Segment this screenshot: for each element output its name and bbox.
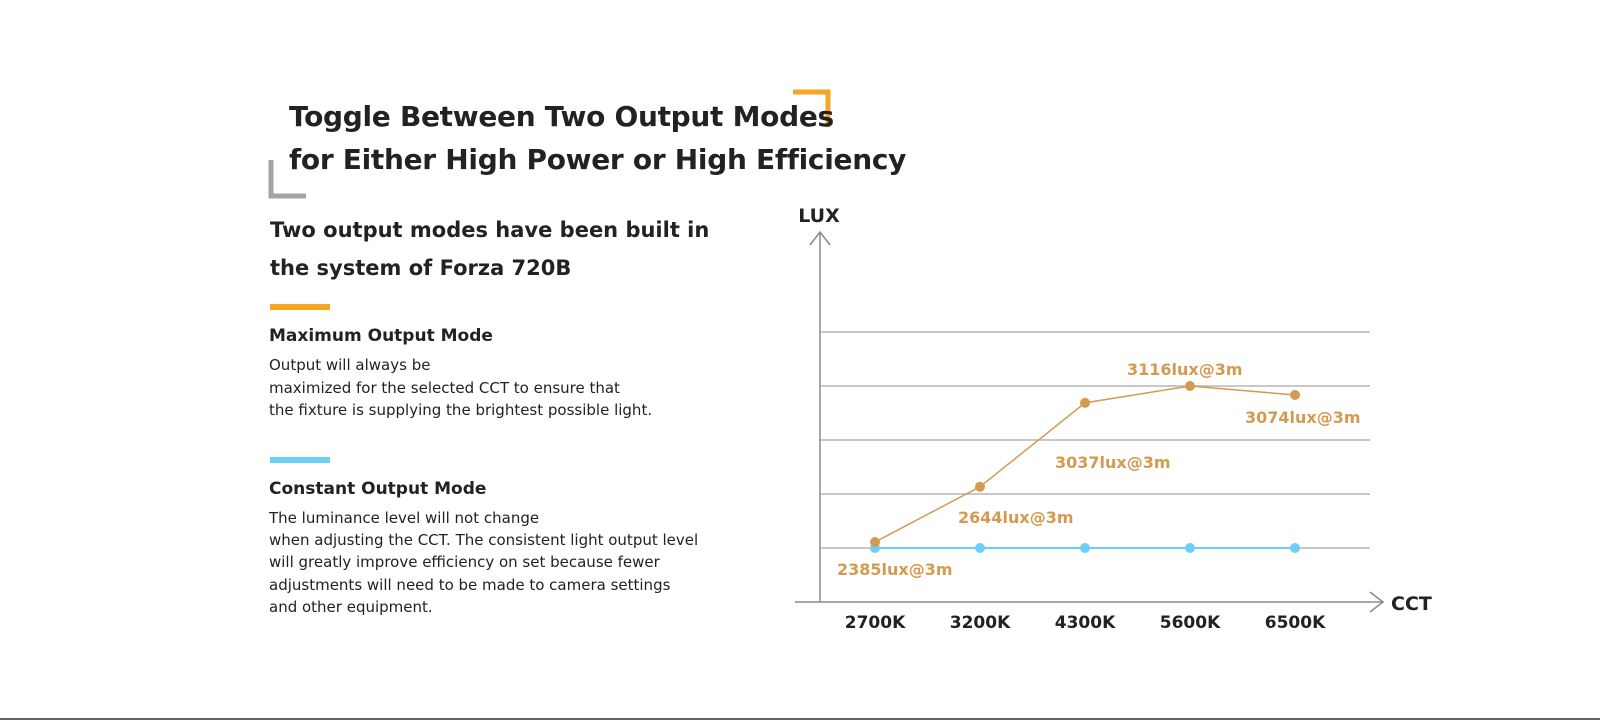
bottom-divider [0, 718, 1600, 720]
maximum-output-data-label: 2644lux@3m [958, 508, 1074, 527]
intro-line-1: Two output modes have been built in [270, 218, 710, 242]
x-tick-label: 2700K [845, 613, 906, 633]
page-title-line-1: Toggle Between Two Output Modes [289, 100, 834, 133]
x-axis-label: CCT [1391, 593, 1432, 615]
maximum-output-point [975, 481, 985, 492]
top-right-bracket [793, 89, 831, 127]
x-tick-label: 5600K [1160, 613, 1221, 633]
maximum-mode-text-line: maximized for the selected CCT to ensure… [269, 379, 620, 397]
constant-mode-text-line: The luminance level will not change [269, 509, 540, 527]
y-axis-arrow [809, 230, 831, 246]
constant-mode-text-line: and other equipment. [269, 598, 433, 616]
maximum-output-data-label: 2385lux@3m [837, 560, 953, 579]
constant-output-point [1080, 543, 1090, 553]
constant-output-point [1290, 543, 1300, 553]
maximum-output-point [1290, 389, 1300, 400]
maximum-output-point [870, 537, 880, 547]
intro-line-2: the system of Forza 720B [270, 256, 572, 280]
constant-mode-text-line: when adjusting the CCT. The consistent l… [269, 531, 699, 549]
x-tick-label: 4300K [1055, 613, 1116, 633]
maximum-mode-title: Maximum Output Mode [269, 326, 493, 346]
x-tick-label: 6500K [1265, 613, 1326, 633]
maximum-mode-color-bar [270, 304, 330, 310]
maximum-mode-text-line: the fixture is supplying the brightest p… [269, 401, 653, 419]
maximum-output-data-label: 3116lux@3m [1127, 360, 1243, 379]
constant-mode-text-line: will greatly improve efficiency on set b… [269, 553, 660, 571]
maximum-output-data-label: 3074lux@3m [1245, 408, 1361, 427]
constant-mode-color-bar [270, 457, 330, 463]
maximum-output-point [1080, 397, 1090, 408]
x-tick-label: 3200K [950, 613, 1011, 633]
constant-output-point [975, 543, 985, 553]
maximum-output-point [1185, 381, 1195, 391]
maximum-mode-text-line: Output will always be [269, 356, 431, 374]
page-title-line-2: for Either High Power or High Efficiency [289, 143, 907, 176]
constant-output-point [1185, 543, 1195, 553]
bottom-left-bracket [268, 160, 306, 199]
constant-mode-title: Constant Output Mode [269, 479, 487, 499]
x-axis-arrow [1369, 591, 1385, 613]
y-axis-label: LUX [798, 205, 840, 227]
maximum-output-data-label: 3037lux@3m [1055, 453, 1171, 472]
constant-mode-text-line: adjustments will need to be made to came… [269, 576, 671, 594]
